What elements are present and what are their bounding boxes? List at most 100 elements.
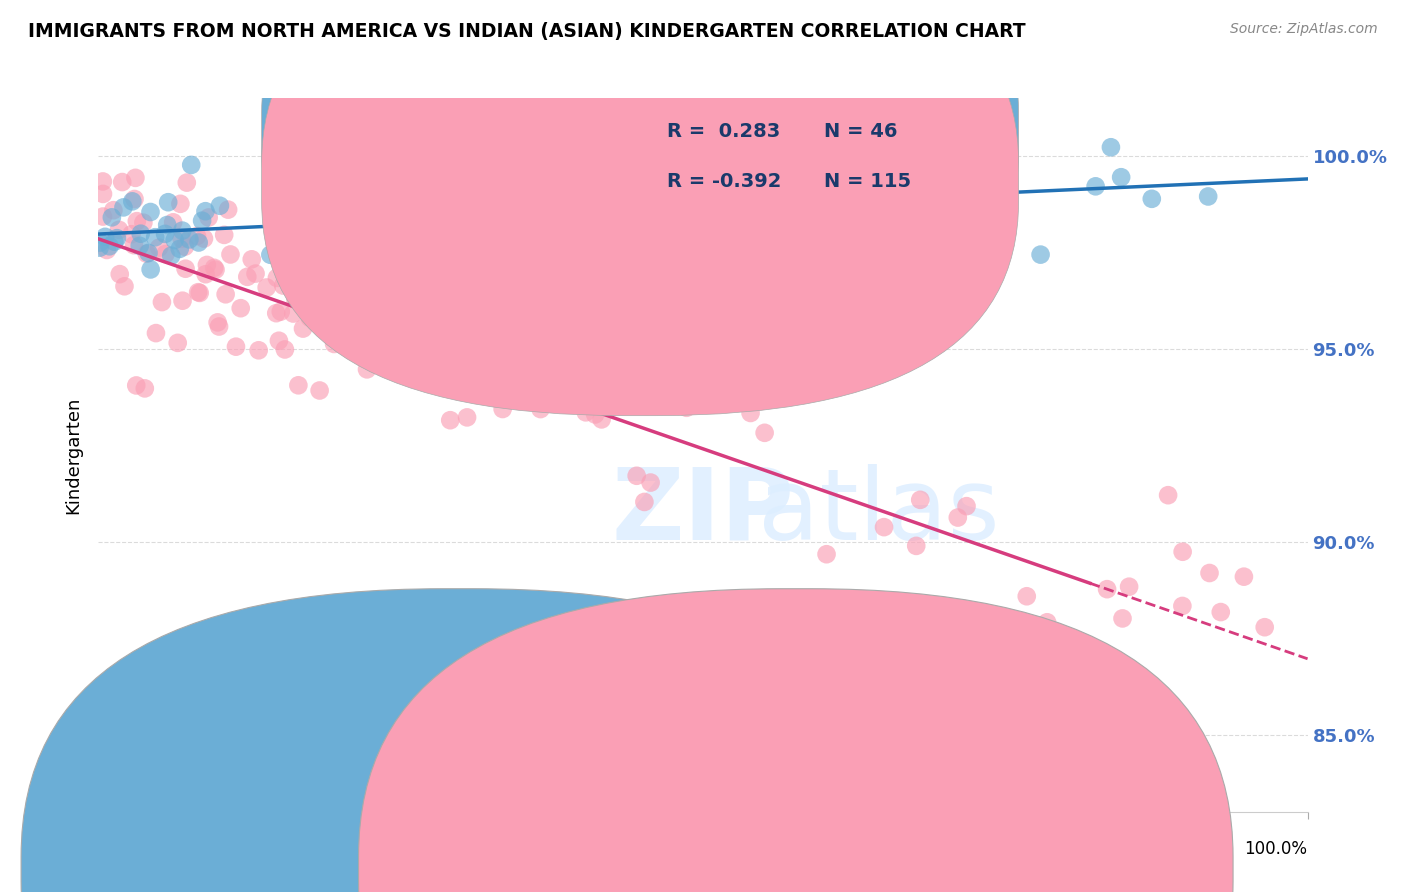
Point bbox=[193, 231, 215, 245]
Point bbox=[576, 337, 599, 351]
Point bbox=[337, 317, 360, 331]
Point bbox=[308, 384, 330, 398]
Point bbox=[202, 260, 225, 275]
Point bbox=[425, 263, 447, 277]
Point bbox=[96, 243, 118, 257]
Point bbox=[626, 468, 648, 483]
Point bbox=[269, 203, 291, 218]
Point bbox=[194, 267, 217, 281]
Point bbox=[153, 227, 176, 241]
Point bbox=[536, 142, 558, 156]
Point bbox=[225, 340, 247, 354]
Point bbox=[636, 399, 658, 413]
Point bbox=[124, 170, 146, 185]
Point bbox=[108, 223, 131, 237]
Point bbox=[271, 251, 294, 265]
Point bbox=[905, 539, 928, 553]
Point bbox=[323, 337, 346, 351]
Point bbox=[602, 392, 624, 406]
Point bbox=[873, 520, 896, 534]
Point bbox=[89, 235, 111, 250]
Point bbox=[135, 246, 157, 260]
Point bbox=[160, 249, 183, 263]
Point bbox=[173, 240, 195, 254]
Point bbox=[155, 247, 177, 261]
Point bbox=[172, 224, 194, 238]
Point bbox=[356, 362, 378, 376]
Point bbox=[1197, 189, 1219, 203]
Point bbox=[449, 372, 471, 386]
Text: 100.0%: 100.0% bbox=[1244, 840, 1308, 858]
Point bbox=[122, 238, 145, 252]
Point bbox=[270, 304, 292, 318]
Point bbox=[101, 211, 124, 225]
Point bbox=[633, 495, 655, 509]
Text: Indians (Asian): Indians (Asian) bbox=[818, 860, 942, 878]
Point bbox=[139, 262, 162, 277]
Text: N = 46: N = 46 bbox=[824, 122, 897, 141]
Text: N = 115: N = 115 bbox=[824, 172, 911, 191]
Point bbox=[1233, 569, 1256, 583]
Point bbox=[128, 239, 150, 253]
Point bbox=[103, 235, 125, 249]
Point bbox=[108, 267, 131, 281]
Point bbox=[787, 632, 810, 646]
Text: 0.0%: 0.0% bbox=[98, 840, 141, 858]
Point bbox=[191, 213, 214, 227]
Point bbox=[176, 176, 198, 190]
Point bbox=[195, 258, 218, 272]
Point bbox=[804, 145, 827, 159]
Point bbox=[194, 204, 217, 219]
Point bbox=[145, 326, 167, 340]
Point bbox=[316, 326, 339, 340]
Point bbox=[156, 218, 179, 232]
Point bbox=[91, 186, 114, 201]
Point bbox=[1109, 170, 1132, 185]
Point bbox=[114, 279, 136, 293]
Point bbox=[529, 402, 551, 417]
Point bbox=[269, 222, 291, 236]
Point bbox=[172, 293, 194, 308]
Point bbox=[188, 285, 211, 300]
Point bbox=[187, 285, 209, 300]
Point bbox=[591, 209, 613, 223]
Point bbox=[121, 227, 143, 242]
Point bbox=[1036, 615, 1059, 630]
Point bbox=[274, 343, 297, 357]
Point bbox=[121, 194, 143, 209]
Point bbox=[482, 355, 505, 369]
Point bbox=[271, 278, 294, 293]
Point bbox=[174, 261, 197, 276]
Point bbox=[267, 334, 290, 348]
Point bbox=[575, 405, 598, 419]
Point bbox=[157, 195, 180, 210]
Point bbox=[1099, 140, 1122, 154]
Point bbox=[134, 381, 156, 395]
Point bbox=[266, 271, 288, 285]
FancyBboxPatch shape bbox=[262, 0, 1018, 366]
Point bbox=[180, 158, 202, 172]
Point bbox=[946, 510, 969, 524]
Point bbox=[675, 401, 697, 415]
Point bbox=[197, 211, 219, 225]
Point bbox=[124, 192, 146, 206]
Point bbox=[91, 174, 114, 188]
Point bbox=[1029, 247, 1052, 261]
Point bbox=[208, 319, 231, 334]
Point bbox=[259, 248, 281, 262]
Point bbox=[256, 280, 278, 294]
Point bbox=[170, 232, 193, 246]
Point bbox=[456, 410, 478, 425]
Point bbox=[337, 284, 360, 298]
Point bbox=[1254, 620, 1277, 634]
Point bbox=[204, 262, 226, 277]
Point bbox=[169, 196, 191, 211]
Point bbox=[492, 402, 515, 417]
Point bbox=[309, 210, 332, 224]
Point bbox=[815, 547, 838, 561]
Point bbox=[103, 203, 125, 218]
Point bbox=[298, 310, 321, 325]
Point bbox=[591, 412, 613, 426]
Text: IMMIGRANTS FROM NORTH AMERICA VS INDIAN (ASIAN) KINDERGARTEN CORRELATION CHART: IMMIGRANTS FROM NORTH AMERICA VS INDIAN … bbox=[28, 22, 1026, 41]
Point bbox=[366, 310, 388, 324]
